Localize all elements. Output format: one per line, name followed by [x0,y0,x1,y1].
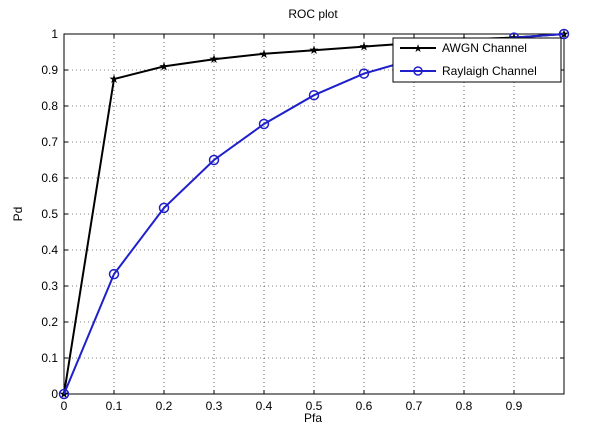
data-point-1 [108,268,120,280]
data-point-0: ★ [159,59,170,73]
y-tick-label: 0.7 [41,135,58,149]
data-point-1 [558,28,570,40]
x-tick-label: 0.4 [256,399,273,413]
data-point-0: ★ [359,40,370,54]
x-tick-label: 0.7 [406,399,423,413]
y-tick-label: 1 [51,27,58,41]
y-tick-label: 0.8 [41,99,58,113]
x-tick-label: 0.9 [506,399,523,413]
x-tick-label: 0.3 [206,399,223,413]
data-point-1 [208,154,220,166]
data-point-0: ★ [209,52,220,66]
x-axis-label: Pfa [304,411,322,425]
x-tick-label: 0.5 [306,399,323,413]
data-point-1 [308,89,320,101]
y-tick-label: 0.5 [41,207,58,221]
x-tick-label: 0 [61,399,68,413]
x-tick-label: 0.6 [356,399,373,413]
y-tick-label: 0.3 [41,279,58,293]
legend-marker-rayleigh [413,66,423,76]
chart-title: ROC plot [288,7,338,21]
x-tick-label: 0.2 [156,399,173,413]
legend-marker-awgn: ★ [413,43,423,55]
data-point-0: ★ [259,47,270,61]
legend-label-awgn: AWGN Channel [442,41,527,55]
y-tick-label: 0.9 [41,63,58,77]
legend: ★ AWGN Channel Raylaigh Channel [392,37,562,83]
y-tick-label: 0.4 [41,243,58,257]
x-tick-label: 0.8 [456,399,473,413]
legend-label-rayleigh: Raylaigh Channel [442,64,537,78]
x-tick-label: 0.1 [106,399,123,413]
y-tick-label: 0.2 [41,315,58,329]
y-axis-label: Pd [11,207,25,222]
data-point-0: ★ [109,72,120,86]
data-point-1 [358,68,370,79]
y-tick-label: 0.6 [41,171,58,185]
data-point-1 [58,388,70,400]
y-tick-label: 0.1 [41,351,58,365]
data-point-0: ★ [309,43,320,57]
data-point-1 [258,118,270,130]
data-point-0: ★ [59,387,70,401]
data-point-1 [158,202,170,214]
y-tick-label: 0 [51,387,58,401]
ticks: 0 0.1 0.2 0.3 0.4 0.5 0.6 0.7 0.8 0.9 0 0.1 0.2 0.3 0.… [41,27,564,413]
